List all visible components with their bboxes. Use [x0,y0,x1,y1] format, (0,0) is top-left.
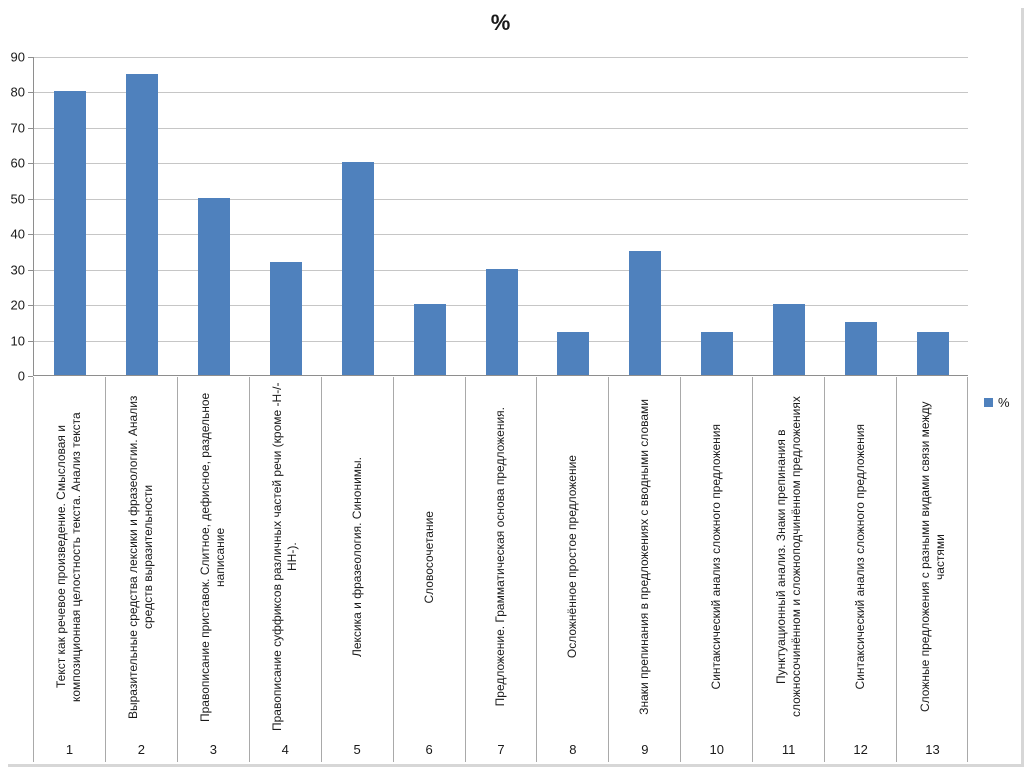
y-axis-tick [28,127,33,129]
gridline [34,92,968,94]
bar-category-8 [557,332,590,375]
x-axis-category-number: 8 [536,737,608,762]
bar-category-1 [53,91,86,375]
bar-category-7 [485,268,518,375]
x-axis-category-number: 10 [680,737,752,762]
x-axis-category-label: Предложение. Грамматическая основа предл… [464,377,537,737]
y-axis-tick [28,92,33,94]
x-axis-category-label-text: Выразительные средства лексики и фразеол… [126,395,156,719]
x-axis-category-label-text: Синтаксический анализ сложного предложен… [709,424,724,690]
x-axis-label-band: Текст как речевое произведение. Смыслова… [33,377,968,737]
x-axis-category-label-text: Сложные предложения с разными видами свя… [917,401,947,713]
x-axis-category-label-text: Текст как речевое произведение. Смыслова… [54,412,84,702]
x-axis-category-label: Лексика и фразеология. Синонимы. [320,377,393,737]
legend: % [984,395,1010,410]
x-axis-category-number: 9 [608,737,680,762]
x-axis-category-label-text: Предложение. Грамматическая основа предл… [493,407,508,707]
x-axis-category-number: 11 [752,737,824,762]
bar-category-5 [341,162,374,375]
y-axis-tick [28,376,33,377]
x-axis-number-band: 1 2 3 4 5 6 7 8 9 10 11 12 13 [33,737,968,762]
x-axis-category-label-text: Знаки препинания в предложениях с вводны… [637,399,652,715]
x-axis-category-number: 5 [320,737,393,762]
x-axis-category-label-text: Лексика и фразеология. Синонимы. [349,457,364,657]
bar-category-2 [125,73,158,375]
bar-category-3 [197,197,230,375]
gridline [34,198,968,200]
gridline [34,57,968,58]
x-axis-category-label: Знаки препинания в предложениях с вводны… [608,377,680,737]
y-axis-tick-label: 20 [10,297,25,313]
y-axis-tick [28,234,33,236]
y-axis-tick-label: 0 [17,368,25,384]
y-axis-tick-label: 30 [10,262,25,278]
bar-category-13 [917,332,950,375]
x-axis-category-label: Выразительные средства лексики и фразеол… [104,377,177,737]
x-axis-category-label-text: Пунктуационный анализ. Знаки препинания … [773,396,803,718]
x-axis-category-label: Осложнённое простое предложение [536,377,608,737]
legend-swatch-icon [984,398,993,407]
y-axis-tick-label: 80 [10,84,25,100]
bar-category-4 [269,261,302,375]
y-axis: 0 10 20 30 40 50 60 70 80 90 [0,50,33,384]
y-axis-tick [28,340,33,342]
gridline [34,127,968,129]
y-axis-tick [28,269,33,271]
y-axis-tick-label: 40 [10,226,25,242]
x-axis-category-number: 13 [896,737,968,762]
x-axis-category-number: 1 [33,737,105,762]
bar-category-11 [773,304,806,375]
y-axis-tick [28,198,33,200]
plot-area [33,57,968,376]
y-axis-tick [28,305,33,307]
x-axis-category-label-text: Правописание суффиксов различных частей … [270,382,300,732]
x-axis-category-number: 12 [824,737,896,762]
x-axis-category-label-text: Правописание приставок. Слитное, дефисно… [198,392,228,722]
gridline [34,163,968,165]
x-axis-category-label: Сложные предложения с разными видами свя… [896,377,968,737]
gridline [34,234,968,236]
y-axis-tick-label: 60 [10,155,25,171]
y-axis-tick-label: 50 [10,191,25,207]
y-axis-tick-label: 90 [10,49,25,65]
y-axis-tick [28,163,33,165]
x-axis-category-number: 7 [464,737,537,762]
x-axis-category-number: 6 [392,737,465,762]
slide-edge-bottom [8,764,1024,767]
x-axis-category-label-text: Словосочетание [421,510,436,604]
bar-category-6 [413,304,446,375]
x-axis-category-label: Пунктуационный анализ. Знаки препинания … [752,377,824,737]
x-axis-category-label: Словосочетание [392,377,465,737]
x-axis-category-label: Текст как речевое произведение. Смыслова… [33,377,105,737]
bar-category-12 [845,321,878,375]
y-axis-tick-label: 70 [10,120,25,136]
x-axis-category-number: 2 [104,737,177,762]
x-axis-category-number: 3 [176,737,249,762]
x-axis-category-label: Правописание суффиксов различных частей … [248,377,321,737]
x-axis-category-number: 4 [248,737,321,762]
legend-label: % [998,395,1010,410]
x-axis-category-label: Правописание приставок. Слитное, дефисно… [176,377,249,737]
y-axis-tick-label: 10 [10,333,25,349]
bar-category-10 [701,332,734,375]
x-axis-category-label: Синтаксический анализ сложного предложен… [824,377,896,737]
chart-title: % [490,10,511,35]
x-axis-category-label: Синтаксический анализ сложного предложен… [680,377,752,737]
x-axis-category-label-text: Осложнённое простое предложение [565,455,580,659]
slide-edge-right [1021,8,1024,767]
bar-category-9 [629,250,662,375]
y-axis-tick [28,57,33,58]
x-axis-category-label-text: Синтаксический анализ сложного предложен… [853,424,868,690]
